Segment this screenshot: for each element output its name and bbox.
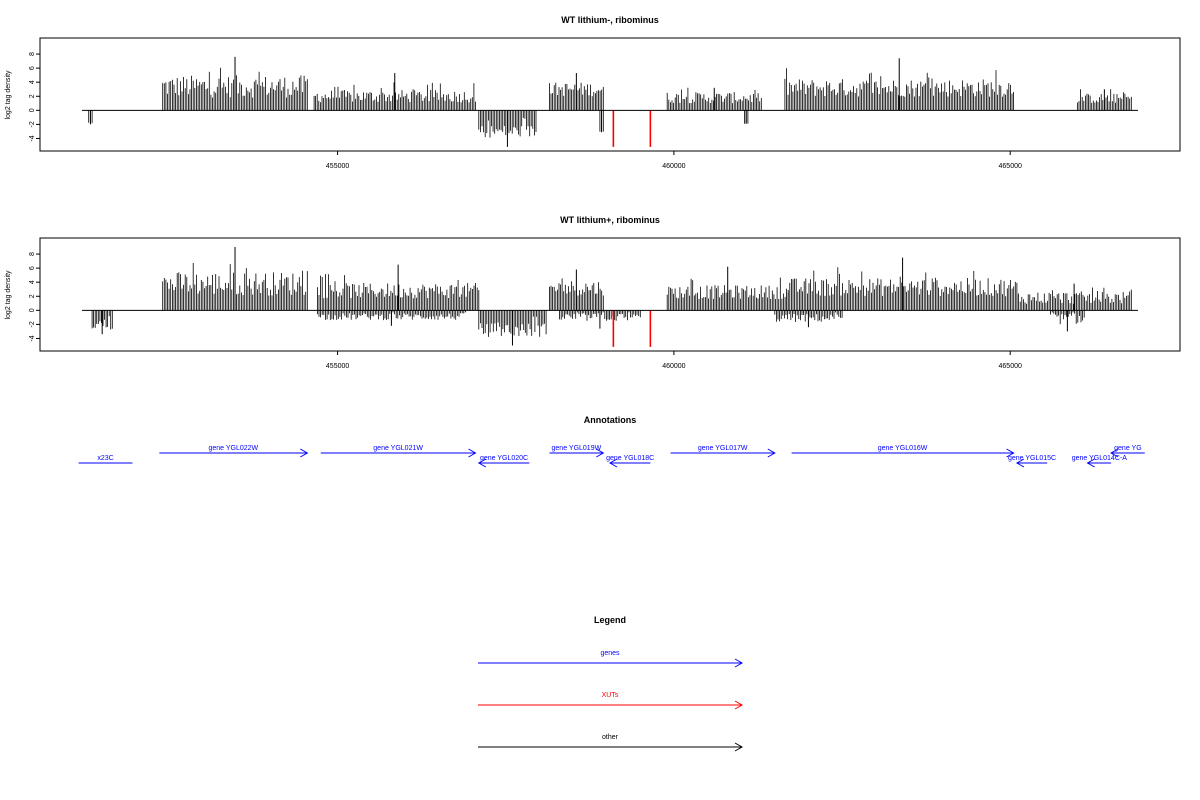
gene-annotation: gene YGL016W	[791, 445, 1015, 458]
gene-arrowhead	[596, 448, 605, 458]
gene-label: gene YGL021W	[373, 445, 423, 452]
y-tick-label: -4	[29, 135, 36, 141]
gene-annotation: gene YGL019W	[549, 445, 605, 458]
y-tick-label: -2	[29, 121, 36, 127]
gene-annotation: gene YGL015C	[1008, 455, 1056, 468]
track-panel-lithium-minus: WT lithium-, ribominus log2 tag density …	[5, 15, 1181, 170]
gene-label: gene YGL020C	[480, 455, 528, 462]
legend-label: other	[602, 734, 619, 741]
gene-arrowhead	[1015, 458, 1025, 468]
gene-arrowhead	[608, 458, 618, 468]
x-tick-label: 460000	[662, 363, 685, 370]
gene-label: gene YG	[1114, 445, 1142, 452]
gene-annotation: gene YGL022W	[159, 445, 309, 458]
y-tick-label: 0	[29, 308, 36, 312]
gene-label: gene YGL022W	[208, 445, 258, 452]
gene-label: gene YGL015C	[1008, 455, 1056, 462]
legend-entry: other	[478, 734, 744, 752]
legend-title: Legend	[594, 615, 626, 625]
gene-label: gene YGL018C	[606, 455, 654, 462]
gene-arrowhead	[1006, 448, 1015, 458]
y-axis: -4 -2 0 2 4 6 8	[29, 52, 41, 142]
legend-label: XUTs	[602, 692, 619, 699]
gene-annotation: gene YG	[1110, 445, 1145, 458]
y-tick-label: -2	[29, 321, 36, 327]
y-tick-label: -4	[29, 335, 36, 341]
xut-marks	[612, 110, 652, 147]
panel-title: WT lithium-, ribominus	[561, 15, 659, 25]
legend-arrowhead	[734, 742, 744, 752]
gene-arrowhead	[1086, 458, 1095, 468]
y-axis-label: log2 tag density	[5, 270, 12, 320]
gene-label: gene YGL017W	[698, 445, 748, 452]
gene-arrowhead	[767, 448, 776, 458]
gene-annotation: gene YGL020C	[477, 455, 530, 468]
y-tick-label: 8	[29, 52, 36, 56]
legend-label: genes	[600, 650, 620, 657]
y-tick-label: 2	[29, 94, 36, 98]
gene-annotation: gene YGL014C-A	[1072, 455, 1127, 468]
y-tick-label: 0	[29, 108, 36, 112]
gene-annotation: gene YGL018C	[606, 455, 654, 468]
legend-arrowhead	[734, 658, 744, 668]
annotations-panel: Annotations x23C gene YGL022W gene YGL021W…	[78, 415, 1145, 468]
x-tick-label: 465000	[999, 363, 1022, 370]
gene-annotation: gene YGL021W	[320, 445, 477, 458]
legend-arrowhead	[734, 700, 744, 710]
annotations-title: Annotations	[584, 415, 637, 425]
y-axis-label: log2 tag density	[5, 70, 12, 120]
gene-label: gene YGL016W	[878, 445, 928, 452]
gene-arrowhead	[300, 448, 309, 458]
gene-annotation: x23C	[78, 455, 133, 464]
legend-entries: genes XUTs other	[478, 650, 744, 752]
y-tick-label: 4	[29, 280, 36, 284]
x-axis: 455000 460000 465000	[326, 151, 1022, 170]
gene-annotation: gene YGL017W	[670, 445, 776, 458]
x-tick-label: 455000	[326, 163, 349, 170]
gene-arrowhead	[1110, 448, 1119, 458]
y-tick-label: 8	[29, 252, 36, 256]
legend: Legend genes XUTs other	[478, 615, 744, 752]
x-axis: 455000 460000 465000	[326, 351, 1022, 370]
x-tick-label: 460000	[662, 163, 685, 170]
x-tick-label: 465000	[999, 163, 1022, 170]
signal-bars	[88, 56, 1132, 147]
x-tick-label: 455000	[326, 363, 349, 370]
y-tick-label: 4	[29, 80, 36, 84]
xut-marks	[612, 310, 652, 347]
gene-label: gene YGL019W	[552, 445, 602, 452]
panel-title: WT lithium+, ribominus	[560, 215, 660, 225]
gene-tracks: x23C gene YGL022W gene YGL021W gene YGL020C…	[78, 445, 1145, 468]
legend-entry: genes	[478, 650, 744, 668]
gene-arrowhead	[468, 448, 477, 458]
gene-label: x23C	[97, 455, 113, 462]
y-tick-label: 2	[29, 294, 36, 298]
legend-entry: XUTs	[478, 692, 744, 710]
y-axis: -4 -2 0 2 4 6 8	[29, 252, 41, 342]
signal-bars	[91, 247, 1132, 346]
gene-label: gene YGL014C-A	[1072, 455, 1127, 462]
y-tick-label: 6	[29, 266, 36, 270]
track-panel-lithium-plus: WT lithium+, ribominus log2 tag density …	[5, 215, 1181, 370]
gene-arrowhead	[477, 458, 487, 468]
y-tick-label: 6	[29, 66, 36, 70]
